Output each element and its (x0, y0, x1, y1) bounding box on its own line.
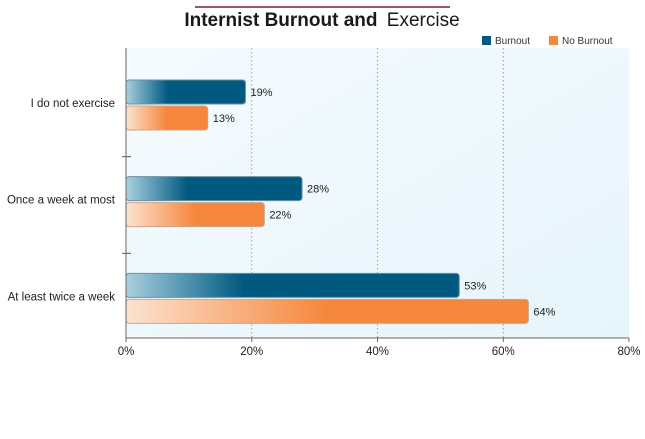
bar-no-burnout (125, 298, 529, 324)
data-label: 64% (533, 306, 555, 318)
legend-label-no-burnout: No Burnout (562, 36, 613, 47)
bar-burnout (125, 176, 303, 202)
bar-no-burnout (125, 105, 209, 131)
data-label: 53% (464, 280, 486, 292)
chart-title-regular: Exercise (387, 10, 460, 31)
x-tick-label: 60% (492, 346, 515, 358)
bar-burnout (125, 272, 460, 298)
category-label: Once a week at most (7, 195, 116, 207)
x-tick-label: 40% (366, 346, 389, 358)
legend-label-burnout: Burnout (495, 36, 530, 47)
bar-no-burnout (125, 202, 265, 228)
x-tick-label: 80% (617, 346, 640, 358)
x-tick-label: 20% (240, 346, 263, 358)
category-label: At least twice a week (8, 291, 116, 303)
legend-swatch-burnout (482, 36, 491, 45)
bars (125, 79, 529, 324)
labels: 0% 20% 40% 60% 80% I do not exercise 19% 13% Onc… (7, 87, 641, 358)
data-label: 13% (213, 113, 235, 125)
legend-swatch-no-burnout (549, 36, 558, 45)
chart-title: Internist Burnout and Exercise (184, 10, 459, 31)
chart-title-bold: Internist Burnout and (184, 10, 377, 31)
bar-burnout (125, 79, 246, 105)
data-label: 28% (307, 184, 329, 196)
category-label: I do not exercise (31, 98, 115, 110)
data-label: 22% (269, 210, 291, 222)
x-tick-label: 0% (118, 346, 135, 358)
legend: Burnout No Burnout (482, 36, 613, 47)
data-label: 19% (250, 87, 272, 99)
